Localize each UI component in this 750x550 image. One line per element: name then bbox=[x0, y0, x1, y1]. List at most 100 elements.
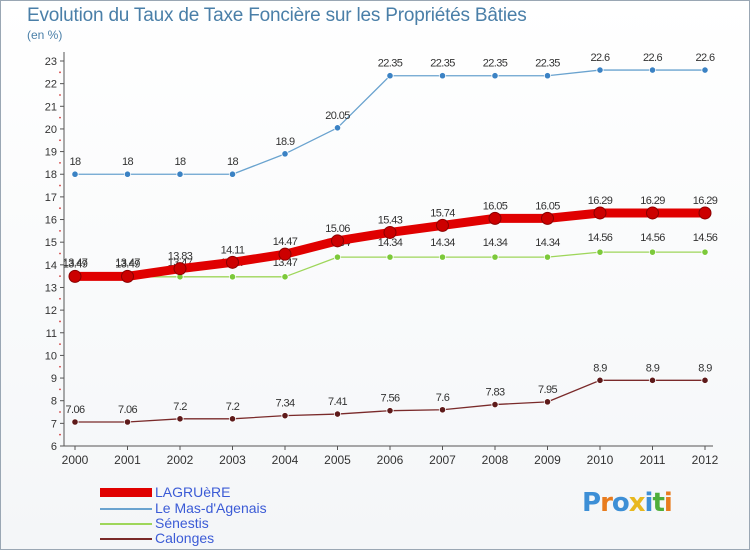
x-tick-label: 2012 bbox=[692, 453, 719, 467]
y-minor-tick bbox=[59, 94, 61, 96]
y-minor-tick bbox=[59, 275, 61, 278]
data-label-calonges: 7.34 bbox=[275, 398, 294, 410]
legend-label-le-mas-d-agenais: Le Mas-d'Agenais bbox=[155, 500, 267, 516]
data-label-lagru-re: 14.47 bbox=[273, 236, 298, 248]
y-tick-label: 18 bbox=[45, 169, 57, 181]
data-point-le-mas-d-agenais bbox=[596, 66, 604, 74]
y-tick-label: 19 bbox=[45, 147, 57, 159]
data-label-le-mas-d-agenais: 22.6 bbox=[695, 52, 714, 64]
x-tick-label: 2007 bbox=[429, 453, 456, 467]
y-tick-label: 17 bbox=[45, 192, 57, 204]
data-point-lagru-re bbox=[541, 211, 554, 225]
data-point-lagru-re bbox=[173, 262, 187, 276]
y-minor-tick bbox=[59, 229, 61, 232]
proxiti-logo: Proxiti bbox=[582, 488, 673, 518]
data-point-calonges bbox=[543, 398, 552, 406]
data-label-le-mas-d-agenais: 22.35 bbox=[483, 58, 508, 70]
data-point-s-nestis bbox=[281, 273, 289, 281]
data-point-calonges bbox=[386, 407, 394, 415]
data-label-le-mas-d-agenais: 18 bbox=[122, 156, 134, 168]
data-label-s-nestis: 14.56 bbox=[588, 232, 613, 244]
x-tick-label: 2001 bbox=[114, 453, 141, 467]
chart-title: Evolution du Taux de Taxe Foncière sur l… bbox=[27, 5, 527, 26]
data-label-s-nestis: 14.56 bbox=[693, 232, 718, 244]
data-point-lagru-re bbox=[436, 218, 449, 232]
y-tick-label: 21 bbox=[45, 101, 57, 113]
data-label-le-mas-d-agenais: 22.35 bbox=[378, 58, 403, 70]
x-tick-label: 2009 bbox=[534, 453, 561, 467]
data-label-le-mas-d-agenais: 20.05 bbox=[325, 110, 350, 122]
data-label-s-nestis: 13.47 bbox=[115, 257, 140, 269]
y-minor-tick bbox=[59, 365, 61, 368]
data-point-lagru-re bbox=[121, 269, 134, 283]
data-label-le-mas-d-agenais: 22.35 bbox=[430, 58, 455, 70]
y-minor-tick bbox=[59, 388, 61, 391]
data-label-s-nestis: 14.56 bbox=[640, 232, 665, 244]
data-point-calonges bbox=[648, 376, 657, 384]
data-point-calonges bbox=[701, 376, 709, 384]
data-point-s-nestis bbox=[648, 248, 657, 256]
data-point-s-nestis bbox=[701, 248, 709, 256]
data-point-s-nestis bbox=[386, 253, 394, 261]
legend-swatch-lagruere bbox=[100, 488, 152, 497]
data-point-le-mas-d-agenais bbox=[648, 66, 657, 74]
data-label-lagru-re: 16.29 bbox=[693, 195, 718, 207]
y-tick-label: 11 bbox=[46, 328, 57, 340]
data-point-le-mas-d-agenais bbox=[281, 150, 289, 158]
x-tick-label: 2002 bbox=[167, 453, 194, 467]
data-point-lagru-re bbox=[331, 234, 344, 248]
y-minor-tick bbox=[59, 139, 61, 142]
legend-item-senestis: Sénestis bbox=[100, 515, 350, 532]
logo-letter: o bbox=[611, 488, 630, 518]
data-point-le-mas-d-agenais bbox=[71, 170, 79, 178]
data-label-le-mas-d-agenais: 22.35 bbox=[535, 58, 560, 70]
x-tick-label: 2000 bbox=[62, 453, 89, 467]
x-tick-label: 2006 bbox=[377, 453, 404, 467]
y-tick-label: 20 bbox=[45, 124, 57, 136]
data-point-s-nestis bbox=[228, 273, 237, 281]
data-label-s-nestis: 13.47 bbox=[63, 257, 88, 269]
y-minor-tick bbox=[59, 320, 61, 323]
x-tick-label: 2011 bbox=[640, 453, 666, 467]
y-tick-label: 22 bbox=[45, 79, 57, 91]
data-point-calonges bbox=[123, 418, 132, 426]
data-point-lagru-re bbox=[383, 225, 397, 239]
data-label-lagru-re: 15.06 bbox=[325, 223, 350, 235]
data-label-lagru-re: 16.05 bbox=[483, 200, 508, 212]
data-point-calonges bbox=[176, 415, 184, 423]
x-tick-label: 2010 bbox=[587, 453, 614, 467]
data-point-calonges bbox=[71, 418, 79, 426]
data-label-calonges: 7.2 bbox=[226, 401, 240, 413]
data-label-le-mas-d-agenais: 22.6 bbox=[590, 52, 609, 64]
data-label-calonges: 8.9 bbox=[646, 362, 660, 374]
data-point-le-mas-d-agenais bbox=[543, 72, 552, 80]
data-point-lagru-re bbox=[698, 206, 712, 220]
legend-item-le-mas-d-agenais: Le Mas-d'Agenais bbox=[100, 500, 350, 517]
y-tick-label: 12 bbox=[45, 305, 57, 317]
data-point-lagru-re bbox=[593, 206, 607, 220]
data-label-calonges: 7.6 bbox=[436, 392, 450, 404]
x-tick-label: 2008 bbox=[482, 453, 509, 467]
data-label-lagru-re: 15.43 bbox=[378, 214, 403, 226]
data-label-s-nestis: 13.47 bbox=[273, 257, 298, 269]
legend-label-calonges: Calonges bbox=[155, 530, 215, 546]
y-tick-label: 23 bbox=[45, 56, 57, 68]
data-point-lagru-re bbox=[226, 255, 239, 269]
legend-label-lagruere: LAGRUèRE bbox=[155, 484, 231, 500]
data-point-lagru-re bbox=[68, 269, 82, 283]
data-point-calonges bbox=[281, 412, 289, 420]
data-point-calonges bbox=[438, 406, 447, 414]
data-label-calonges: 8.9 bbox=[593, 362, 607, 374]
y-minor-tick bbox=[59, 207, 61, 210]
data-point-le-mas-d-agenais bbox=[438, 72, 447, 80]
data-label-calonges: 7.2 bbox=[173, 401, 187, 413]
y-minor-tick bbox=[59, 116, 61, 119]
x-tick-label: 2004 bbox=[272, 453, 299, 467]
data-label-le-mas-d-agenais: 18 bbox=[174, 156, 186, 168]
data-label-lagru-re: 16.29 bbox=[588, 195, 613, 207]
data-point-le-mas-d-agenais bbox=[333, 124, 342, 132]
y-minor-tick bbox=[59, 162, 61, 164]
data-point-calonges bbox=[333, 410, 342, 418]
legend-swatch-senestis bbox=[100, 523, 152, 525]
y-tick-label: 8 bbox=[51, 396, 57, 408]
